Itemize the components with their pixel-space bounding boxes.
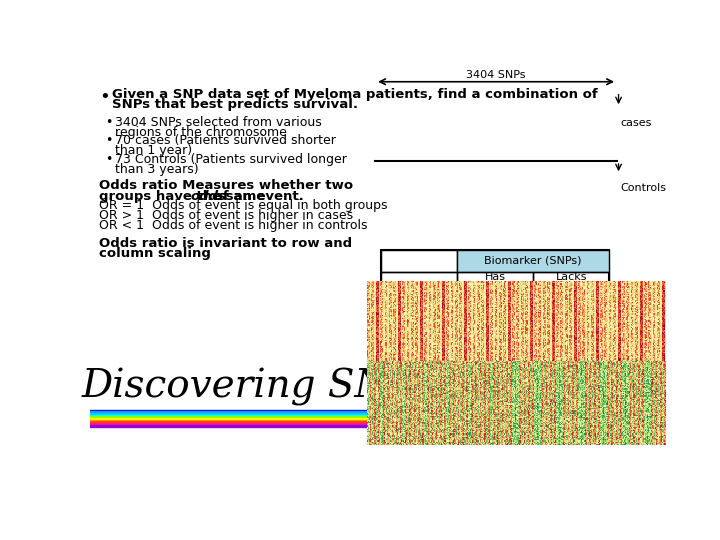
Bar (90, 418, 648, 420)
Bar (90, 415, 648, 416)
Text: CLASS: CLASS (400, 309, 438, 322)
Text: than 1 year): than 1 year) (114, 144, 192, 157)
Text: 73 Controls (Patients survived longer: 73 Controls (Patients survived longer (114, 153, 346, 166)
Text: Lacks
Marker: Lacks Marker (552, 272, 590, 294)
Bar (456, 294, 533, 316)
Text: SNPs that best predicts survival.: SNPs that best predicts survival. (112, 98, 358, 111)
Bar (533, 316, 609, 338)
Text: Odds ratio is invariant to row and: Odds ratio is invariant to row and (99, 237, 352, 249)
Bar (456, 249, 609, 272)
Text: Biomarker (SNPs): Biomarker (SNPs) (485, 255, 582, 266)
Bar (456, 272, 533, 294)
Text: Controls: Controls (620, 183, 666, 193)
Bar (90, 410, 648, 411)
Text: OR = 1  Odds of event is equal in both groups: OR = 1 Odds of event is equal in both gr… (99, 199, 388, 212)
Text: •: • (106, 153, 113, 166)
Text: Has
Marker: Has Marker (476, 272, 514, 294)
Text: c: c (567, 321, 575, 334)
Text: 3404 SNPs selected from various: 3404 SNPs selected from various (114, 117, 322, 130)
Bar (90, 413, 648, 415)
Text: Control: Control (474, 322, 515, 332)
Bar (90, 423, 648, 425)
Bar (90, 421, 648, 423)
Text: cases: cases (620, 118, 652, 127)
Text: of an event.: of an event. (210, 190, 304, 202)
Text: Odds ratio Measures whether two: Odds ratio Measures whether two (99, 179, 354, 192)
Bar (90, 420, 648, 421)
Text: d: d (644, 321, 652, 334)
Bar (456, 316, 533, 338)
Bar (609, 294, 685, 316)
Bar (533, 294, 609, 316)
Bar (381, 249, 609, 338)
Text: groups have the same: groups have the same (99, 190, 270, 202)
Bar (381, 294, 456, 338)
Text: Given a SNP data set of Myeloma patients, find a combination of: Given a SNP data set of Myeloma patients… (112, 88, 598, 101)
Text: 3404 SNPs: 3404 SNPs (467, 70, 526, 80)
Text: $odds\_ratio = \dfrac{a/b}{c/d} = \dfrac{ad}{bc}$: $odds\_ratio = \dfrac{a/b}{c/d} = \dfrac… (388, 335, 552, 369)
Text: 70 cases (Patients survived shorter: 70 cases (Patients survived shorter (114, 134, 336, 147)
Text: CASE: CASE (480, 300, 510, 310)
Text: odds: odds (191, 190, 227, 202)
Text: Discovering SNP Biomarkers: Discovering SNP Biomarkers (82, 368, 656, 406)
Text: •: • (106, 117, 113, 130)
Bar (381, 249, 456, 272)
Bar (381, 272, 456, 294)
Bar (533, 272, 609, 294)
Text: than 3 years): than 3 years) (114, 164, 199, 177)
Text: column scaling: column scaling (99, 247, 211, 260)
Bar (90, 416, 648, 418)
Text: regions of the chromosome: regions of the chromosome (114, 126, 287, 139)
Text: OR > 1  Odds of event is higher in cases: OR > 1 Odds of event is higher in cases (99, 209, 354, 222)
Bar (90, 425, 648, 427)
Text: a: a (567, 299, 575, 312)
Text: •: • (106, 134, 113, 147)
Bar (609, 316, 685, 338)
Text: b: b (644, 299, 652, 312)
Bar (90, 411, 648, 413)
Text: •: • (99, 88, 110, 106)
Text: OR < 1  Odds of event is higher in controls: OR < 1 Odds of event is higher in contro… (99, 219, 368, 232)
